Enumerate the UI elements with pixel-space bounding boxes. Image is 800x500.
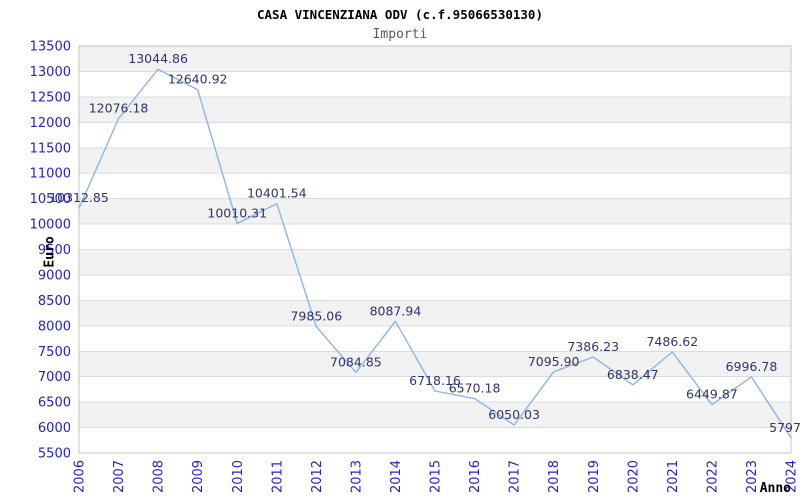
y-tick-label: 6000 — [38, 421, 71, 436]
x-tick-label: 2008 — [152, 460, 167, 493]
plot-band — [79, 427, 791, 453]
point-label: 7386.23 — [567, 339, 619, 354]
y-tick-label: 6500 — [38, 396, 71, 411]
point-label: 6838.47 — [607, 367, 659, 382]
plot-band — [79, 402, 791, 428]
plot-band — [79, 249, 791, 275]
x-tick-label: 2021 — [666, 460, 681, 493]
y-tick-label: 11500 — [30, 141, 71, 156]
x-tick-label: 2014 — [389, 460, 404, 493]
point-label: 10401.54 — [247, 186, 307, 201]
plot-band — [79, 274, 791, 301]
x-tick-label: 2016 — [468, 460, 483, 493]
plot-band — [79, 198, 791, 225]
y-tick-label: 13500 — [30, 40, 71, 55]
x-tick-label: 2019 — [587, 460, 602, 493]
x-tick-label: 2012 — [310, 460, 325, 493]
x-tick-label: 2022 — [705, 460, 720, 493]
point-label: 6449.87 — [686, 387, 738, 402]
point-label: 6718.16 — [409, 373, 461, 388]
x-tick-label: 2023 — [745, 460, 760, 493]
x-axis-title: Anno — [759, 481, 791, 496]
x-tick-label: 2009 — [191, 460, 206, 493]
y-tick-label: 12500 — [30, 90, 71, 105]
point-label: 7486.62 — [646, 334, 698, 349]
chart-title: CASA VINCENZIANA ODV (c.f.95066530130) — [257, 7, 543, 22]
point-label: 8087.94 — [370, 303, 422, 318]
point-label: 13044.86 — [128, 51, 188, 66]
chart-subtitle: Importi — [372, 27, 428, 42]
point-label: 10010.31 — [207, 206, 267, 221]
plot-border — [78, 45, 792, 454]
y-tick-label: 9500 — [38, 243, 71, 258]
y-tick-label: 12000 — [30, 116, 71, 131]
x-tick-label: 2006 — [73, 460, 88, 493]
data-line — [78, 68, 792, 439]
plot-band — [79, 224, 791, 250]
y-tick-label: 9000 — [38, 268, 71, 283]
point-label: 6570.18 — [449, 381, 501, 396]
y-tick-label: 10500 — [30, 192, 71, 207]
plot-band — [79, 173, 791, 199]
y-axis-title: Euro — [42, 236, 58, 268]
point-label: 12640.92 — [168, 72, 228, 87]
plot-band — [79, 96, 791, 123]
plot-band — [79, 122, 791, 148]
y-tick-label: 7000 — [38, 370, 71, 385]
x-tick-label: 2024 — [785, 460, 800, 493]
point-label: 5797.8 — [769, 420, 800, 435]
point-label: 6996.78 — [726, 359, 778, 374]
x-tick-label: 2018 — [547, 460, 562, 493]
point-label: 7095.90 — [528, 354, 580, 369]
plot-band — [79, 376, 791, 403]
y-tick-label: 5500 — [38, 447, 71, 462]
x-tick-label: 2011 — [270, 460, 285, 493]
x-tick-label: 2020 — [626, 460, 641, 493]
x-tick-label: 2010 — [231, 460, 246, 493]
point-label: 7084.85 — [330, 354, 382, 369]
plot-band — [79, 300, 791, 326]
point-label: 7985.06 — [290, 309, 342, 324]
plot-band — [79, 147, 791, 174]
y-tick-label: 11000 — [30, 167, 71, 182]
plot-band — [79, 46, 791, 72]
y-tick-label: 8000 — [38, 319, 71, 334]
plot-band — [79, 325, 791, 352]
x-tick-label: 2017 — [508, 460, 523, 493]
plot-band — [79, 71, 791, 97]
x-tick-label: 2015 — [429, 460, 444, 493]
y-tick-label: 7500 — [38, 345, 71, 360]
point-label: 10312.85 — [49, 190, 109, 205]
point-label: 6050.03 — [488, 407, 540, 422]
plot-band — [79, 351, 791, 377]
x-tick-label: 2007 — [112, 460, 127, 493]
y-tick-label: 10000 — [30, 218, 71, 233]
y-tick-label: 8500 — [38, 294, 71, 309]
x-tick-label: 2013 — [349, 460, 364, 493]
y-tick-label: 13000 — [30, 65, 71, 80]
point-label: 12076.18 — [89, 100, 149, 115]
